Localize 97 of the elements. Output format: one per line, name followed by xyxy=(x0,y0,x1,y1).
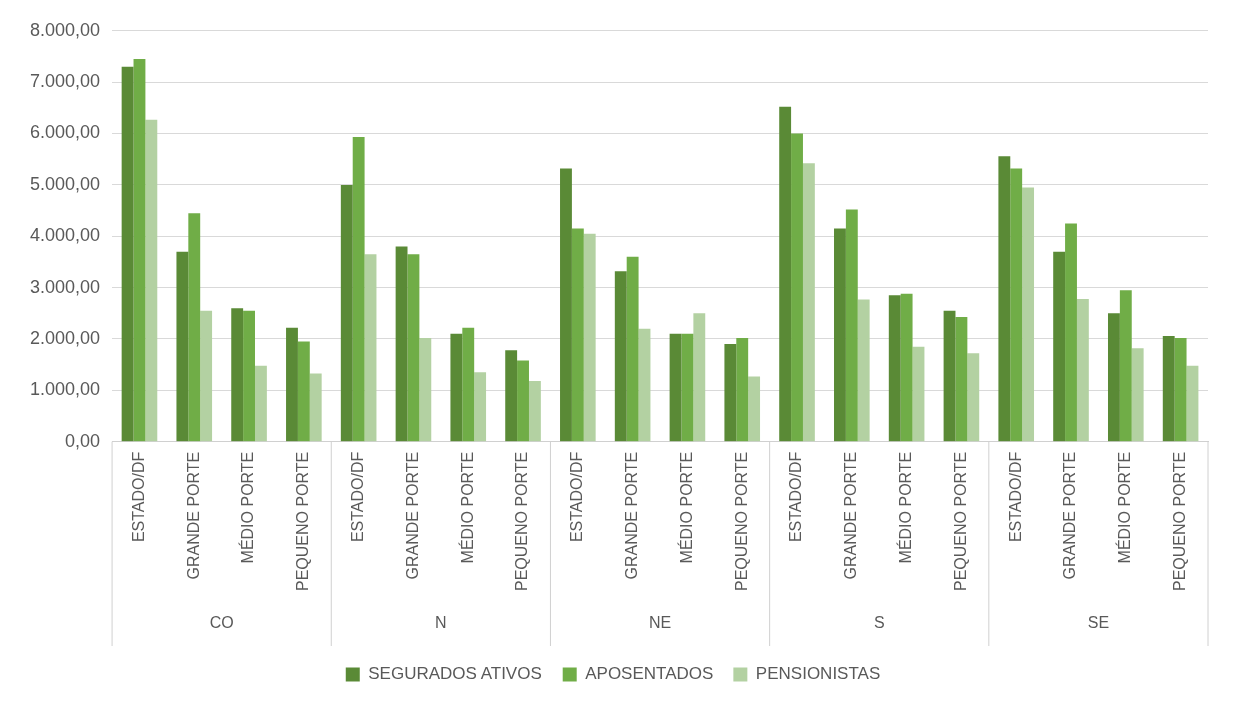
x-tick-label: PEQUENO PORTE xyxy=(294,451,312,592)
bar xyxy=(888,295,901,442)
y-tick-label: 6.000,00 xyxy=(29,122,101,143)
bar xyxy=(517,360,529,442)
bar xyxy=(1119,290,1132,442)
x-tick-label: GRANDE PORTE xyxy=(184,451,202,580)
bar xyxy=(340,184,353,442)
bar xyxy=(669,333,682,442)
bar xyxy=(1053,251,1066,442)
bar xyxy=(943,310,956,442)
text: CO xyxy=(209,614,234,632)
text: NE xyxy=(648,614,672,632)
bar xyxy=(1186,365,1199,442)
bar xyxy=(857,299,870,442)
bar xyxy=(309,373,322,442)
bar xyxy=(1010,168,1023,442)
bar xyxy=(834,228,846,442)
bar xyxy=(998,156,1011,442)
x-tick-label: MÉDIO PORTE xyxy=(457,451,476,564)
text: S xyxy=(873,614,885,632)
x-tick-label: ESTADO/DF xyxy=(129,451,147,543)
x-tick-label: PEQUENO PORTE xyxy=(732,451,750,592)
bar xyxy=(133,59,146,442)
y-tick-label: 1.000,00 xyxy=(29,379,101,400)
x-tick-label: PEQUENO PORTE xyxy=(513,451,531,592)
bar xyxy=(912,346,925,442)
bar xyxy=(474,372,487,442)
x-tick-label: GRANDE PORTE xyxy=(623,451,641,580)
bar xyxy=(967,353,980,442)
legend-label: APOSENTADOS xyxy=(585,664,714,684)
x-tick-label: GRANDE PORTE xyxy=(403,451,421,580)
bar xyxy=(583,233,596,442)
bar xyxy=(693,313,706,442)
bar xyxy=(407,254,420,442)
bar xyxy=(450,333,463,442)
bar xyxy=(121,66,134,442)
bar xyxy=(505,350,518,442)
x-tick-label: GRANDE PORTE xyxy=(1061,451,1079,580)
y-tick-label: 4.000,00 xyxy=(29,225,101,246)
bar xyxy=(286,327,298,442)
bar xyxy=(1131,348,1144,442)
bar xyxy=(1022,187,1035,442)
y-tick-label: 3.000,00 xyxy=(29,276,101,297)
bar xyxy=(1065,223,1077,442)
bar xyxy=(1174,337,1187,442)
bar xyxy=(1076,298,1089,442)
bar xyxy=(955,316,968,442)
x-tick-label: PEQUENO PORTE xyxy=(1171,451,1189,592)
bar xyxy=(571,228,584,442)
bar xyxy=(779,106,792,442)
bar xyxy=(243,310,255,442)
bar xyxy=(748,376,761,442)
bar xyxy=(1162,335,1175,442)
x-tick-label: MÉDIO PORTE xyxy=(1115,451,1134,564)
text: SE xyxy=(1087,614,1110,632)
x-tick-label: ESTADO/DF xyxy=(787,451,805,543)
text: N xyxy=(435,614,447,632)
x-tick-label: MÉDIO PORTE xyxy=(896,451,915,564)
bar xyxy=(395,246,408,442)
bar xyxy=(145,119,158,442)
bar xyxy=(176,251,189,442)
legend-label: PENSIONISTAS xyxy=(755,664,881,684)
bar xyxy=(462,327,475,442)
x-tick-label: ESTADO/DF xyxy=(349,451,367,543)
bar xyxy=(736,337,749,442)
legend-label: SEGURADOS ATIVOS xyxy=(368,664,542,684)
bar xyxy=(626,256,639,442)
x-tick-label: MÉDIO PORTE xyxy=(238,451,257,564)
y-tick-label: 8.000,00 xyxy=(29,19,101,40)
y-tick-label: 2.000,00 xyxy=(29,327,101,348)
bar xyxy=(419,337,432,442)
bar xyxy=(638,328,651,442)
bar xyxy=(681,333,694,442)
bar xyxy=(364,254,377,442)
bar xyxy=(791,133,803,442)
bar xyxy=(614,271,627,442)
bar xyxy=(188,213,201,442)
y-tick-label: 7.000,00 xyxy=(29,71,101,92)
y-tick-label: 5.000,00 xyxy=(29,173,101,194)
x-tick-label: ESTADO/DF xyxy=(568,451,586,543)
bar xyxy=(297,341,310,442)
x-tick-label: ESTADO/DF xyxy=(1006,451,1024,543)
bar xyxy=(231,308,244,442)
y-tick-label: 0,00 xyxy=(65,430,101,451)
bar xyxy=(802,163,815,442)
bar xyxy=(200,310,213,442)
bar xyxy=(724,344,737,442)
x-tick-label: GRANDE PORTE xyxy=(842,451,860,580)
x-tick-label: PEQUENO PORTE xyxy=(951,451,969,592)
bar xyxy=(900,293,913,442)
bar xyxy=(845,209,858,442)
bar xyxy=(352,137,365,442)
x-tick-label: MÉDIO PORTE xyxy=(676,451,695,564)
bar xyxy=(1108,313,1120,442)
bar xyxy=(254,365,267,442)
bar xyxy=(528,381,541,442)
bar xyxy=(560,168,572,442)
